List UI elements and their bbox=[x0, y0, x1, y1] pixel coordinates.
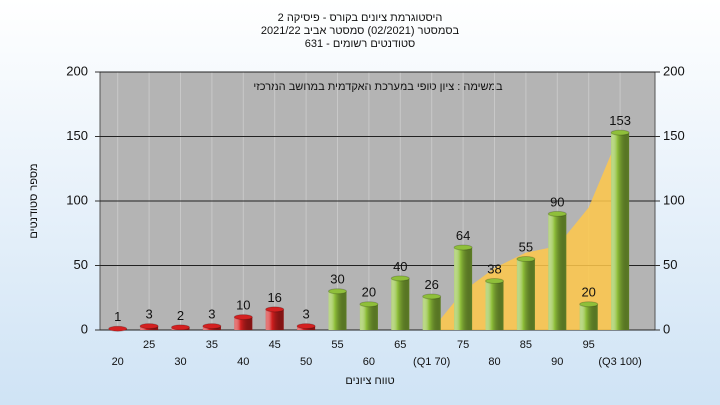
value-label: 10 bbox=[236, 298, 250, 313]
bar-cap bbox=[579, 301, 599, 308]
x-tick-label: 85 bbox=[520, 339, 532, 351]
value-label: 30 bbox=[330, 272, 344, 287]
y2-tick-label: 100 bbox=[663, 192, 685, 207]
value-label: 64 bbox=[456, 228, 470, 243]
bar-cap bbox=[485, 277, 504, 284]
bar bbox=[328, 291, 347, 330]
x-tick-label: 20 bbox=[112, 356, 124, 368]
value-label: 40 bbox=[393, 259, 407, 274]
bar-cap bbox=[610, 129, 630, 136]
value-label: 55 bbox=[519, 239, 533, 254]
bar bbox=[422, 296, 441, 330]
area bbox=[431, 132, 621, 330]
bar bbox=[454, 247, 473, 330]
chart-subtitle: בסמסטר (02/2021) סמסטר אביב 2021/22 bbox=[261, 25, 460, 37]
bar-cap bbox=[202, 323, 222, 330]
y-tick-label: 100 bbox=[66, 192, 88, 207]
value-label: 2 bbox=[177, 308, 184, 323]
y-tick-label: 150 bbox=[66, 128, 88, 143]
bar-cap bbox=[108, 325, 128, 332]
value-label: 90 bbox=[550, 194, 564, 209]
bar bbox=[359, 304, 378, 330]
x-tick-label: 95 bbox=[583, 339, 595, 351]
bar-cap bbox=[547, 210, 567, 217]
x-axis-label: טווח ציונים bbox=[345, 375, 394, 387]
bar-cap bbox=[265, 306, 285, 313]
y-axis-label: מספר סטודנטים bbox=[28, 163, 40, 238]
value-label: 20 bbox=[581, 285, 595, 300]
bar-cap bbox=[171, 324, 190, 331]
bar-cap bbox=[139, 323, 159, 330]
x-tick-label: 40 bbox=[237, 356, 249, 368]
x-tick-label: 90 bbox=[551, 356, 563, 368]
x-tick-label: 55 bbox=[331, 339, 343, 351]
y2-tick-label: 200 bbox=[663, 63, 685, 78]
x-tick-label: (Q3 100) bbox=[598, 356, 641, 368]
bar bbox=[516, 259, 535, 330]
y-tick-label: 0 bbox=[81, 321, 88, 336]
y2-tick-label: 0 bbox=[663, 321, 670, 336]
bar-cap bbox=[422, 293, 442, 300]
bar-cap bbox=[390, 275, 410, 282]
x-tick-label: 25 bbox=[143, 339, 155, 351]
value-label: 3 bbox=[145, 307, 152, 322]
bar bbox=[579, 304, 598, 330]
bar-cap bbox=[359, 301, 379, 308]
bar bbox=[548, 213, 567, 330]
x-tick-label: 65 bbox=[394, 339, 406, 351]
x-tick-label: 50 bbox=[300, 356, 312, 368]
x-tick-label: 60 bbox=[363, 356, 375, 368]
bar bbox=[234, 317, 253, 330]
value-label: 153 bbox=[609, 113, 631, 128]
bar bbox=[391, 278, 410, 330]
value-label: 26 bbox=[424, 277, 438, 292]
y2-tick-label: 50 bbox=[663, 257, 677, 272]
bar-cap bbox=[233, 314, 253, 321]
bar-cap bbox=[328, 288, 347, 295]
value-label: 16 bbox=[267, 290, 281, 305]
x-tick-label: 35 bbox=[206, 339, 218, 351]
bar-cap bbox=[296, 323, 316, 330]
x-tick-label: 30 bbox=[174, 356, 186, 368]
x-tick-label: 75 bbox=[457, 339, 469, 351]
bar bbox=[485, 280, 504, 330]
bar bbox=[265, 309, 284, 330]
value-label: 3 bbox=[208, 307, 215, 322]
bar bbox=[611, 132, 630, 330]
x-tick-label: (Q1 70) bbox=[413, 356, 450, 368]
bar-cap bbox=[516, 256, 536, 263]
value-label: 20 bbox=[362, 285, 376, 300]
value-label: 1 bbox=[114, 309, 121, 324]
y-tick-label: 50 bbox=[74, 257, 88, 272]
value-label: 3 bbox=[302, 307, 309, 322]
chart-title: היסטוגרמת ציונים בקורס - פיסיקה 2 bbox=[278, 12, 443, 24]
x-tick-label: 45 bbox=[269, 339, 281, 351]
value-label: 38 bbox=[487, 261, 501, 276]
x-tick-label: 80 bbox=[488, 356, 500, 368]
y2-tick-label: 150 bbox=[663, 128, 685, 143]
bar-cap bbox=[453, 244, 473, 251]
annotation: במשימה : ציון סופי במערכת האקדמית במחשב … bbox=[253, 81, 503, 93]
chart-subtitle: סטודנטים רשומים - 631 bbox=[305, 38, 416, 50]
y-tick-label: 200 bbox=[66, 63, 88, 78]
